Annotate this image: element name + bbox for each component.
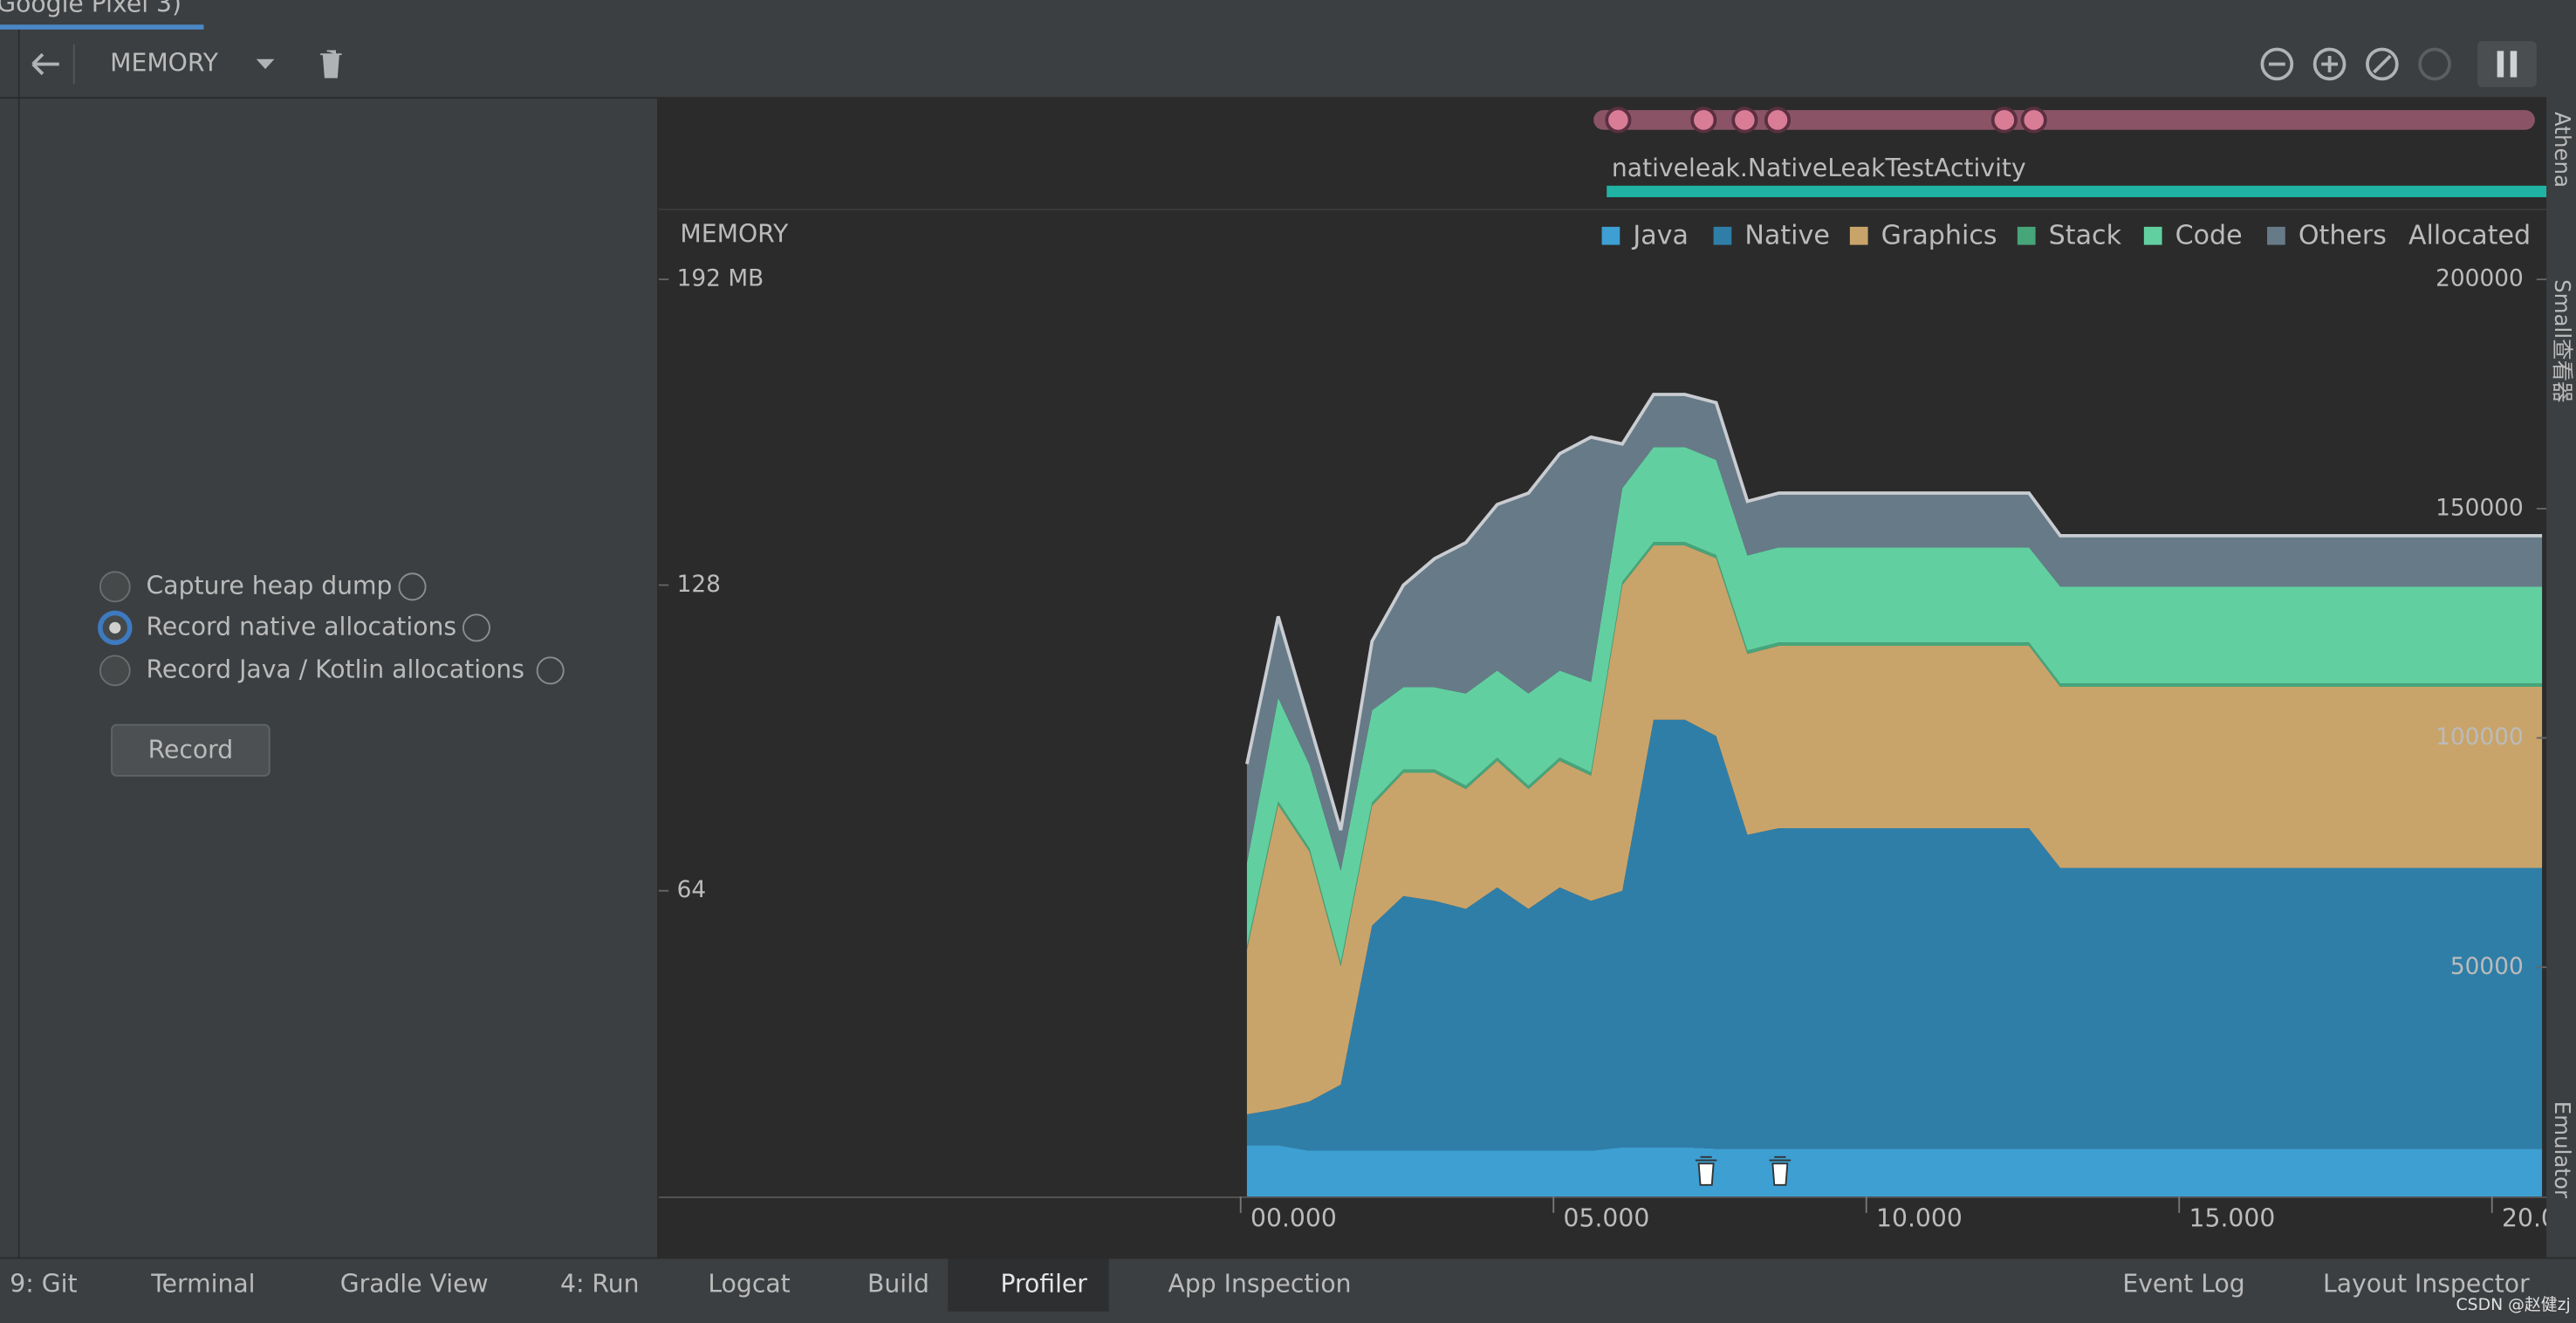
record-button[interactable]	[111, 723, 271, 777]
radio-dot	[109, 621, 121, 634]
y-tick-label: 192 MB	[677, 266, 764, 292]
tool-tabs: 9: Git Terminal Gradle View 4: Run Logcat Bui…	[10, 1258, 2530, 1312]
tool-tab[interactable]: Event Log	[2122, 1270, 2244, 1299]
zoom-to-selection[interactable]	[2418, 47, 2451, 81]
allocated-line	[1245, 393, 2543, 831]
back-button[interactable]	[31, 52, 59, 76]
event-dot[interactable]	[1690, 106, 1717, 134]
x-tick-label: 10.000	[1876, 1203, 1963, 1232]
option-label: Record Java / Kotlin allocations	[147, 655, 524, 683]
status-bar	[0, 1311, 2576, 1323]
tool-tab[interactable]: Build	[867, 1270, 929, 1299]
help-icon[interactable]	[398, 572, 427, 601]
delete-button[interactable]	[320, 50, 342, 79]
pause-button[interactable]	[2477, 41, 2537, 87]
radio[interactable]	[99, 655, 131, 687]
legend-swatch[interactable]	[2017, 226, 2036, 245]
side-tab[interactable]: Emulator	[2550, 1101, 2575, 1199]
option-label: Capture heap dump	[147, 571, 393, 600]
tool-tab[interactable]: Layout Inspector	[2323, 1270, 2530, 1299]
side-tab[interactable]: Small查看器	[2550, 279, 2575, 402]
chart-title: MEMORY	[680, 219, 789, 248]
gc-icon[interactable]	[1695, 1155, 1717, 1186]
help-icon[interactable]	[536, 656, 565, 685]
y2-tick-label: 100000	[2436, 724, 2524, 751]
legend-label[interactable]: Others	[2299, 221, 2387, 251]
zoom-out[interactable]	[2260, 47, 2294, 81]
reset-zoom[interactable]	[2366, 47, 2399, 81]
toolbar	[0, 29, 2576, 99]
x-tick-label: 15.000	[2189, 1203, 2276, 1232]
radio[interactable]	[99, 571, 131, 603]
help-icon[interactable]	[462, 614, 490, 642]
area-java	[1246, 1145, 2543, 1196]
x-tick-label: 05.000	[1564, 1203, 1650, 1232]
legend-label[interactable]: Graphics	[1881, 221, 1997, 251]
event-dot[interactable]	[1605, 106, 1632, 134]
record-label: Record	[148, 736, 234, 764]
dropdown-caret[interactable]	[256, 58, 275, 70]
option-label: Record native allocations	[147, 612, 457, 641]
event-dot[interactable]	[1731, 106, 1758, 134]
zoom-controls	[2260, 41, 2537, 87]
legend-swatch[interactable]	[1713, 226, 1732, 245]
tool-tab[interactable]: Logcat	[708, 1270, 790, 1299]
y2-tick-label: 50000	[2450, 954, 2524, 980]
window-title: Google Pixel 3)	[0, 0, 182, 18]
gc-icon[interactable]	[1769, 1155, 1792, 1186]
event-dot[interactable]	[1990, 106, 2018, 134]
y-tick-label: 64	[677, 877, 707, 903]
y2-tick-label: 200000	[2436, 266, 2524, 292]
legend-label[interactable]: Stack	[2049, 221, 2122, 251]
legend-swatch[interactable]	[2267, 226, 2285, 245]
activity-bar[interactable]	[1607, 185, 2547, 197]
legend-swatch[interactable]	[2143, 226, 2162, 245]
event-dot[interactable]	[2020, 106, 2047, 134]
right-strip	[2546, 29, 2576, 1323]
legend-swatch[interactable]	[1601, 226, 1620, 245]
area-native	[1246, 719, 2543, 1151]
recording-options: Capture heap dump Record native allocatio…	[98, 571, 565, 687]
zoom-in[interactable]	[2312, 47, 2346, 81]
activity-label: nativeleak.NativeLeakTestActivity	[1612, 154, 2026, 182]
side-tab[interactable]: Athena	[2550, 112, 2575, 188]
toolbar-title[interactable]: MEMORY	[110, 48, 219, 77]
y-tick-label: 128	[677, 572, 721, 598]
tool-tab[interactable]: 9: Git	[10, 1270, 77, 1299]
legend: Java Native Graphics Stack Code Others Allocat…	[1601, 221, 2531, 251]
bottom-toolbar	[0, 1257, 2576, 1312]
tool-tab[interactable]: App Inspection	[1168, 1270, 1352, 1299]
y2-tick-label: 150000	[2436, 495, 2524, 521]
title-bar	[0, 0, 2576, 30]
legend-label[interactable]: Native	[1744, 221, 1829, 251]
x-tick-label: 00.000	[1250, 1203, 1337, 1232]
tool-tab[interactable]: Gradle View	[340, 1270, 489, 1299]
side-tabs: Athena Small查看器 Emulator	[2550, 112, 2575, 1199]
legend-label[interactable]: Code	[2175, 221, 2243, 251]
event-dot[interactable]	[1764, 106, 1792, 134]
area-others	[1246, 394, 2543, 871]
plot: 00.000 05.000 10.000 15.000 20.000	[1245, 393, 2576, 1232]
event-track	[1593, 106, 2535, 134]
gc-events	[1695, 1155, 1792, 1186]
legend-swatch[interactable]	[1849, 226, 1868, 245]
title-underline	[0, 24, 204, 30]
area-code	[1246, 447, 2543, 963]
x-tick-label: 20.000	[2502, 1203, 2576, 1232]
tab-selected	[948, 1258, 1109, 1312]
tool-tab[interactable]: 4: Run	[560, 1270, 640, 1299]
area-graphics	[1246, 545, 2543, 1114]
legend-label[interactable]: Java	[1631, 221, 1689, 251]
watermark: CSDN @赵健zj	[2456, 1295, 2571, 1314]
tool-tab[interactable]: Profiler	[1001, 1270, 1088, 1299]
legend-label[interactable]: Allocated	[2408, 221, 2531, 251]
tool-tab[interactable]: Terminal	[150, 1270, 255, 1299]
